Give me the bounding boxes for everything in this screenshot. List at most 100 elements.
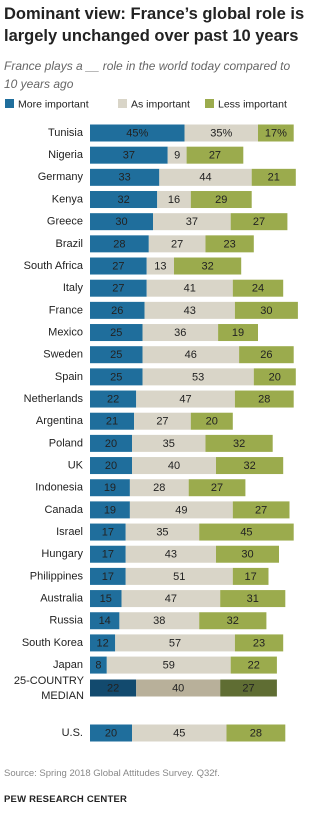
value-label: 47 (179, 393, 191, 405)
value-label: 12 (96, 637, 108, 649)
value-label: 22 (107, 393, 119, 405)
bar-segment (157, 191, 191, 209)
bar-segment (146, 279, 233, 297)
value-label: 21 (268, 172, 280, 184)
bar-segment (90, 434, 132, 452)
value-label: 20 (269, 371, 281, 383)
value-label: 57 (169, 637, 181, 649)
bar-segment (129, 479, 189, 497)
value-label: 19 (104, 504, 116, 516)
bar-segment (90, 146, 168, 164)
us-value-label: 28 (250, 727, 262, 739)
value-label: 27 (112, 260, 124, 272)
value-label: 46 (185, 349, 197, 361)
value-label: 28 (113, 238, 125, 250)
bar-segment (167, 146, 187, 164)
value-label: 37 (123, 150, 135, 162)
category-label: South Africa (24, 260, 84, 272)
category-label: Poland (49, 437, 83, 449)
category-label: Nigeria (48, 149, 84, 161)
median-segment (220, 679, 277, 697)
bar-segment (144, 301, 235, 319)
bar-segment (205, 235, 254, 253)
value-label: 51 (173, 571, 185, 583)
bar-segment (218, 324, 258, 342)
bar-segment (115, 634, 235, 652)
value-label: 25 (110, 371, 122, 383)
legend-swatch (5, 99, 14, 108)
category-label: Germany (38, 171, 84, 183)
category-label: Hungary (41, 548, 83, 560)
value-label: 40 (168, 460, 180, 472)
bar-segment (230, 656, 277, 674)
category-label: Indonesia (35, 482, 84, 494)
value-label: 15 (100, 593, 112, 605)
value-label: 32 (233, 438, 245, 450)
value-label: 17 (245, 571, 257, 583)
bar-segment (153, 213, 231, 231)
bar-segment (90, 235, 149, 253)
value-label: 38 (153, 615, 165, 627)
value-label: 17% (265, 127, 287, 139)
value-label: 21 (106, 416, 118, 428)
value-label: 27 (211, 482, 223, 494)
value-label: 49 (175, 504, 187, 516)
bar-segment (216, 545, 279, 563)
category-label: Sweden (43, 349, 83, 361)
value-label: 35% (210, 127, 232, 139)
us-segment (226, 724, 286, 742)
value-label: 32 (117, 194, 129, 206)
bar-segment (119, 612, 200, 630)
value-label: 17 (102, 549, 114, 561)
value-label: 47 (165, 593, 177, 605)
bar-segment (230, 213, 288, 231)
bar-segment (234, 301, 298, 319)
us-value-label: 45 (173, 727, 185, 739)
bar-segment (90, 501, 130, 519)
bar-segment (125, 545, 216, 563)
value-label: 27 (156, 416, 168, 428)
bar-segment (220, 590, 286, 608)
chart-subtitle: France plays a __ role in the world toda… (4, 59, 291, 91)
bar-segment (142, 368, 254, 386)
bar-segment (190, 191, 252, 209)
value-label: 53 (192, 371, 204, 383)
value-label: 44 (199, 172, 211, 184)
bar-segment (216, 457, 284, 475)
category-label: Mexico (48, 326, 83, 338)
credit: PEW RESEARCH CENTER (4, 794, 128, 805)
value-label: 59 (163, 659, 175, 671)
legend-swatch (205, 99, 214, 108)
value-label: 24 (252, 283, 264, 295)
category-label: South Korea (22, 637, 84, 649)
category-label: Canada (44, 504, 83, 516)
bar-segment (90, 567, 126, 585)
bar-segment (186, 146, 244, 164)
bar-segment (205, 434, 273, 452)
bar-segment (188, 479, 246, 497)
bar-segment (90, 191, 158, 209)
value-label: 23 (224, 238, 236, 250)
category-label: Greece (47, 216, 83, 228)
bar-segment (234, 634, 284, 652)
bar-segment (90, 257, 147, 275)
us-label: U.S. (62, 727, 83, 739)
bar-segment (134, 412, 191, 430)
value-label: 13 (154, 260, 166, 272)
bar-segment (90, 634, 116, 652)
value-label: 20 (105, 438, 117, 450)
category-label: Spain (55, 371, 83, 383)
category-label: Netherlands (24, 393, 84, 405)
bar-segment (232, 279, 284, 297)
category-label: Russia (49, 615, 84, 627)
category-label: Australia (40, 592, 84, 604)
value-label: 45 (240, 526, 252, 538)
page: {"chart_data": {"type": "stacked-bar", "… (4, 5, 305, 805)
legend-label: Less important (218, 98, 287, 110)
value-label: 35 (163, 438, 175, 450)
bar-segment (90, 590, 122, 608)
bar-segment (159, 168, 252, 186)
bar-segment (132, 434, 206, 452)
bar-segment (90, 656, 107, 674)
value-label: 30 (241, 549, 253, 561)
